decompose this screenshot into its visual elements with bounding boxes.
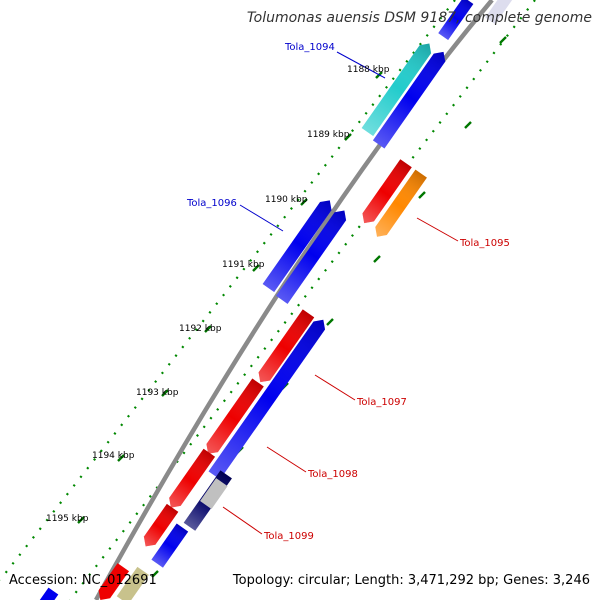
gene-label-tola-1098: Tola_1098 — [307, 469, 358, 480]
gene-tola-1096[interactable] — [262, 196, 336, 293]
gene-label-tola-1094: Tola_1094 — [284, 42, 335, 53]
gene-reverse-3[interactable] — [165, 448, 216, 512]
gene-bottom-forward[interactable] — [39, 587, 59, 600]
gene-forward-1[interactable] — [372, 48, 449, 149]
accession-text: Accession: NC_012691 — [9, 573, 157, 588]
tick-label: 1192 kbp — [179, 324, 222, 334]
inner-dotted-ring — [0, 0, 456, 581]
gene-bottom-khaki[interactable] — [116, 566, 149, 600]
gene-label-tola-1095: Tola_1095 — [459, 238, 510, 249]
gene-tola-1097[interactable] — [208, 316, 329, 480]
gene-top-grey[interactable] — [485, 0, 513, 25]
tick-label: 1194 kbp — [92, 451, 135, 461]
gene-forward-2[interactable] — [276, 207, 350, 304]
gene-label-tola-1099: Tola_1099 — [263, 531, 314, 542]
gene-top-forward[interactable] — [438, 0, 474, 41]
gene-reverse-2[interactable] — [255, 309, 315, 386]
tick-label: 1190 kbp — [265, 195, 308, 205]
gene-label-tola-1097: Tola_1097 — [356, 397, 407, 408]
tick-label: 1193 kbp — [136, 388, 179, 398]
gene-reverse-1[interactable] — [358, 159, 412, 227]
outer-dotted-ring — [69, 0, 536, 600]
gene-grey-overlap[interactable] — [200, 478, 228, 510]
feature-tracks — [39, 0, 513, 600]
gene-reverse-4[interactable] — [140, 503, 179, 551]
tick-label: 1191 kbp — [222, 260, 265, 270]
tick-label: 1188 kbp — [347, 65, 390, 75]
tick-label: 1189 kbp — [307, 130, 350, 140]
gene-label-tola-1096: Tola_1096 — [186, 198, 237, 209]
genome-backbone — [94, 0, 494, 600]
tick-label: 1195 kbp — [46, 514, 89, 524]
gene-forward-3[interactable] — [151, 523, 189, 568]
major-ticks — [77, 36, 507, 578]
gene-tola-1094[interactable] — [361, 40, 435, 137]
label-leaders — [222, 51, 459, 535]
map-title: Tolumonas auensis DSM 9187, complete gen… — [246, 10, 592, 26]
gene-tola-1095[interactable] — [371, 169, 427, 241]
gene-labels: Tola_1094 Tola_1095 Tola_1096 Tola_1097 … — [186, 42, 510, 542]
gene-bottom-reverse[interactable] — [95, 563, 130, 600]
genome-summary-text: Topology: circular; Length: 3,471,292 bp… — [232, 573, 590, 588]
scale-tick-labels: 1188 kbp 1189 kbp 1190 kbp 1191 kbp 1192… — [46, 65, 390, 524]
gene-tola-1098[interactable] — [202, 378, 264, 458]
